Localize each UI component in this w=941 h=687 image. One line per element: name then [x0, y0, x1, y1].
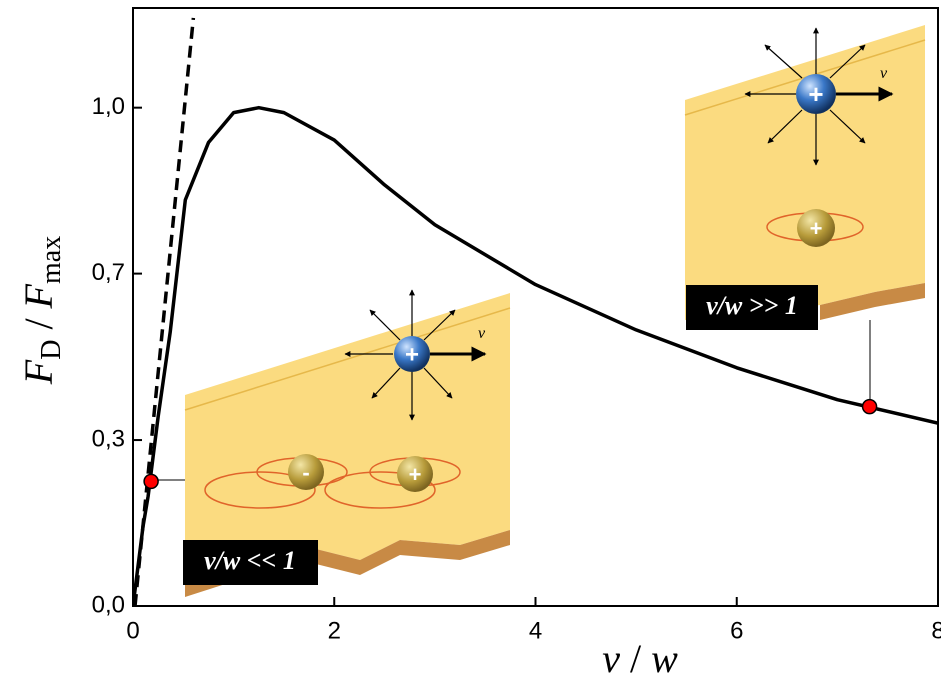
x-tick-label: 8 — [931, 617, 941, 644]
marker — [861, 398, 878, 415]
inset-low: - + + v v/w << 1 — [183, 289, 511, 597]
x-tick-label: 0 — [126, 617, 139, 644]
plot-area — [133, 17, 938, 606]
inset-high: + + v v/w >> 1 — [684, 25, 926, 330]
x-tick-label: 2 — [328, 617, 341, 644]
x-tick-label: 6 — [730, 617, 743, 644]
curve — [133, 105, 938, 606]
svg-text:+: + — [409, 462, 422, 487]
velocity-label: v — [880, 65, 888, 82]
svg-text:+: + — [808, 79, 823, 109]
svg-text:-: - — [302, 460, 309, 485]
velocity-label: v — [478, 325, 486, 342]
x-tick-label: 4 — [529, 617, 542, 644]
x-axis-label: v / w — [602, 636, 678, 681]
marker — [143, 473, 159, 490]
dashed-line — [133, 17, 196, 606]
y-tick-label: 0,0 — [92, 591, 125, 618]
y-tick-label: 0,7 — [92, 259, 125, 286]
y-axis-label: FD / Fmax — [16, 236, 67, 385]
svg-text:+: + — [810, 216, 823, 241]
regime-label: v/w >> 1 — [706, 291, 798, 320]
regime-label: v/w << 1 — [204, 546, 296, 575]
svg-text:+: + — [405, 341, 419, 368]
y-tick-label: 1,0 — [92, 93, 125, 120]
y-tick-label: 0,3 — [92, 425, 125, 452]
